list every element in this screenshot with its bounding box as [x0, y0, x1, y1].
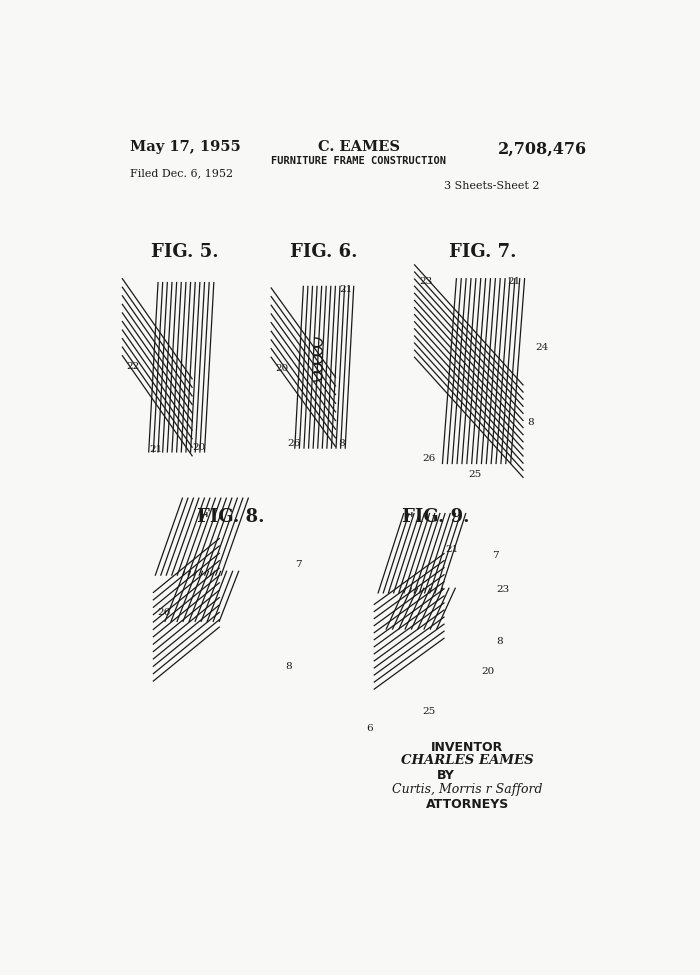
Text: 6: 6	[367, 723, 373, 732]
Text: BY: BY	[437, 769, 454, 782]
Text: 21: 21	[150, 445, 162, 454]
Text: 2,708,476: 2,708,476	[498, 140, 587, 157]
Text: INVENTOR: INVENTOR	[431, 741, 503, 754]
Text: 26: 26	[158, 608, 171, 617]
Text: FIG. 9.: FIG. 9.	[402, 508, 470, 526]
Text: FIG. 8.: FIG. 8.	[197, 508, 265, 526]
Text: 22: 22	[126, 362, 139, 371]
Text: 21: 21	[446, 545, 459, 554]
Text: FIG. 7.: FIG. 7.	[449, 243, 517, 260]
Text: 25: 25	[469, 470, 482, 479]
Text: 7: 7	[492, 551, 498, 561]
Text: C. EAMES: C. EAMES	[318, 140, 400, 154]
Text: FIG. 6.: FIG. 6.	[290, 243, 358, 260]
Text: FIG. 5.: FIG. 5.	[150, 243, 218, 260]
Text: 8: 8	[338, 439, 344, 448]
Text: 21: 21	[340, 285, 353, 293]
Text: 20: 20	[481, 667, 494, 676]
Text: 8: 8	[528, 418, 534, 427]
Text: 25: 25	[422, 707, 435, 716]
Text: 23: 23	[497, 585, 510, 594]
Text: 23: 23	[419, 277, 433, 286]
Text: 3 Sheets-Sheet 2: 3 Sheets-Sheet 2	[444, 181, 540, 191]
Text: ATTORNEYS: ATTORNEYS	[426, 799, 509, 811]
Text: 8: 8	[285, 662, 292, 671]
Text: May 17, 1955: May 17, 1955	[130, 140, 241, 154]
Text: 24: 24	[536, 343, 549, 352]
Text: 20: 20	[192, 444, 205, 452]
Text: 21: 21	[508, 277, 521, 286]
Text: CHARLES EAMES: CHARLES EAMES	[401, 754, 533, 766]
Text: FURNITURE FRAME CONSTRUCTION: FURNITURE FRAME CONSTRUCTION	[272, 156, 447, 167]
Text: 7: 7	[295, 561, 302, 569]
Text: 26: 26	[288, 439, 301, 448]
Text: 26: 26	[422, 454, 435, 463]
Text: Curtis, Morris r Safford: Curtis, Morris r Safford	[392, 783, 542, 796]
Text: 8: 8	[497, 638, 503, 646]
Text: Filed Dec. 6, 1952: Filed Dec. 6, 1952	[130, 169, 233, 178]
Text: 20: 20	[275, 364, 288, 373]
